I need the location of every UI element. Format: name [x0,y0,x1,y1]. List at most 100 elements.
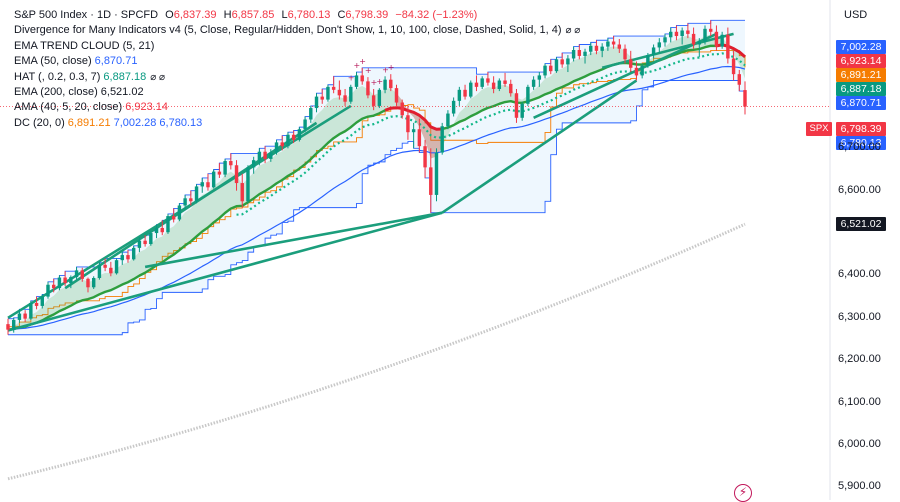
candle-body [657,42,662,48]
candle-body [560,59,564,65]
candle-body [297,129,302,140]
legend-row[interactable]: HAT (, 0.2, 0.3, 7) 6,887.18 ⌀ ⌀ [14,70,580,85]
candle-body [57,277,62,289]
legend-value: 6,780.13 [159,116,203,129]
candle-body [600,46,604,51]
ama-line-bearish [384,106,443,131]
divergence-trend-line [533,32,717,119]
candle-body [440,126,444,153]
candle-body [709,28,713,32]
candle-body [417,129,422,147]
candle-body [491,82,496,89]
legend-row[interactable]: EMA (200, close) 6,521.02 [14,85,580,100]
candle-body [434,152,439,195]
sell-signal-marker: + [359,57,366,66]
candle-body [211,171,216,188]
candle-body [246,167,250,202]
y-tick-label: 6,200.00 [838,353,881,366]
candle-body [309,108,313,120]
price-tag: 6,887.18 [836,82,886,96]
y-tick-label: 6,000.00 [838,437,881,450]
candle-body [274,142,279,153]
legend-row[interactable]: EMA TREND CLOUD (5, 21) [14,39,580,54]
candle-body [360,75,364,82]
candle-body [509,83,513,94]
symbol-title: S&P 500 Index · 1D · SPCFD [14,9,159,21]
flash-icon[interactable]: ⚡ [734,484,752,502]
close-label: C [337,9,346,21]
y-tick-label: 6,400.00 [838,268,881,281]
candle-body [97,264,102,278]
y-tick-label: 6,700.00 [838,141,881,154]
candle-body [611,41,616,45]
candle-body [463,89,467,97]
candle-body [663,37,667,43]
spx-symbol-tag: SPX [806,122,832,136]
candle-body [474,82,479,87]
legend-row[interactable]: EMA (50, close) 6,870.71 [14,54,580,69]
candle-body [34,302,39,306]
candle-body [617,44,622,49]
candle-body [651,47,656,56]
candle-body [331,86,336,90]
y-tick-label: 6,300.00 [838,310,881,323]
candle-body [240,183,244,202]
legend-title: AMA (40, 5, 20, close) [14,101,123,114]
legend-row[interactable]: AMA (40, 5, 20, close) 6,923.14 [14,100,580,115]
legend-value: 6,870.71 [94,55,138,68]
legend-title: EMA TREND CLOUD (5, 21) [14,39,155,52]
candle-body [206,182,210,188]
divergence-trend-line [601,32,734,70]
y-tick-label: 5,900.00 [838,480,881,493]
candle-body [183,198,187,206]
divergence-trend-line [7,211,443,332]
candle-body [343,95,347,102]
price-tag: 6,870.71 [836,96,886,110]
legend-row[interactable]: Divergence for Many Indicators v4 (5, Cl… [14,23,580,38]
candle-body [337,89,342,96]
hidden-value-icon: ⌀ ⌀ [565,25,581,37]
sell-signal-marker: + [371,78,378,87]
candle-body [720,34,724,47]
candle-body [291,134,296,140]
candle-body [680,30,684,37]
candle-body [74,270,79,278]
legend-row[interactable]: DC (20, 0) 6,891.21 7,002.28 6,780.13 [14,116,580,131]
candle-body [423,146,427,168]
candle-body [320,96,324,100]
candle-body [149,233,153,245]
low-label: L [281,9,288,21]
candle-body [571,50,576,59]
legend-title: EMA (200, close) [14,86,98,99]
candle-body [286,134,290,147]
candle-body [371,95,376,106]
candle-body [514,93,519,118]
legend-title: DC (20, 0) [14,116,65,129]
candle-body [714,31,719,47]
candle-body [263,151,267,159]
candle-body [634,67,639,76]
candle-body [217,171,222,175]
sell-signal-marker: + [376,77,383,86]
low-value: 6,780.13 [287,9,331,21]
legend-title: EMA (50, close) [14,55,92,68]
ema-200-line [7,222,746,481]
candle-body [160,227,164,233]
candle-body [314,96,319,109]
candle-body [691,33,696,45]
currency-label[interactable]: USD [844,9,868,21]
candle-body [29,302,33,319]
candle-body [589,45,593,52]
sell-signal-marker: + [382,65,389,74]
candle-body [577,50,582,56]
candle-body [594,45,599,51]
candle-body [171,216,176,220]
candle-body [674,31,679,37]
candle-body [469,82,473,97]
legend-value: 6,887.18 [103,70,147,83]
hidden-value-icon: ⌀ ⌀ [150,71,166,83]
legend-value: 6,923.14 [125,101,169,114]
candle-body [406,115,410,133]
candle-body [497,80,502,89]
